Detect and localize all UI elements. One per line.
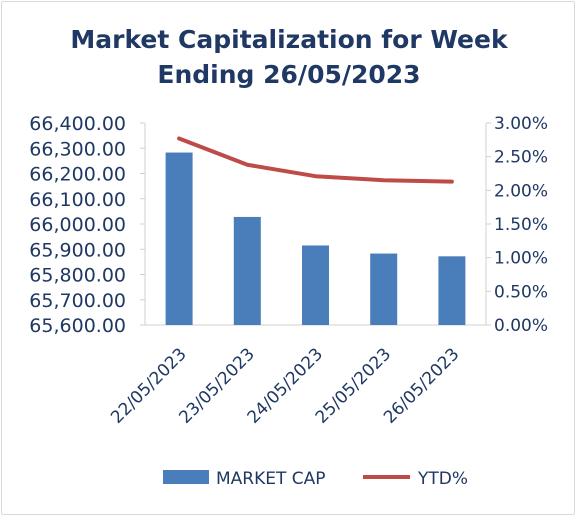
market-cap-bar — [438, 256, 466, 325]
left-tick-label: 65,700.00 — [29, 290, 126, 312]
chart-title-line-2: Ending 26/05/2023 — [157, 60, 421, 89]
market-cap-bar — [165, 152, 193, 325]
market-cap-bar — [233, 216, 261, 325]
left-tick-label: 65,900.00 — [29, 239, 126, 261]
right-tick-label: 0.00% — [494, 316, 548, 336]
right-tick-label: 2.50% — [494, 148, 548, 168]
left-tick-label: 66,200.00 — [29, 164, 126, 186]
right-tick-label: 0.50% — [494, 282, 548, 302]
x-axis-ticks: 22/05/202323/05/202324/05/202325/05/2023… — [107, 344, 463, 427]
right-tick-label: 3.00% — [494, 114, 548, 134]
left-tick-label: 65,800.00 — [29, 265, 126, 287]
legend-swatch-market-cap — [163, 470, 209, 484]
right-tick-label: 2.00% — [494, 181, 548, 201]
legend: MARKET CAP YTD% — [163, 469, 468, 489]
right-tick-label: 1.50% — [494, 215, 548, 235]
right-tick-label: 1.00% — [494, 249, 548, 269]
bar-series — [165, 152, 466, 325]
left-axis-ticks: 65,600.00 65,700.00 65,800.00 65,900.00 66,0… — [29, 113, 145, 337]
left-tick-label: 66,300.00 — [29, 138, 126, 160]
chart-title-line-1: Market Capitalization for Week — [70, 25, 508, 54]
ytd-line — [177, 136, 454, 184]
right-axis-ticks: 0.00% 0.50% 1.00% 1.50% 2.00% 2.50% 3.00% — [486, 114, 548, 336]
left-tick-label: 66,400.00 — [29, 113, 126, 135]
left-tick-label: 66,000.00 — [29, 214, 126, 236]
market-cap-bar — [370, 253, 398, 325]
legend-label-market-cap: MARKET CAP — [216, 469, 326, 489]
market-cap-bar — [302, 245, 329, 325]
left-tick-label: 66,100.00 — [29, 189, 126, 211]
left-tick-label: 65,600.00 — [29, 315, 126, 337]
legend-label-ytd: YTD% — [417, 469, 468, 489]
